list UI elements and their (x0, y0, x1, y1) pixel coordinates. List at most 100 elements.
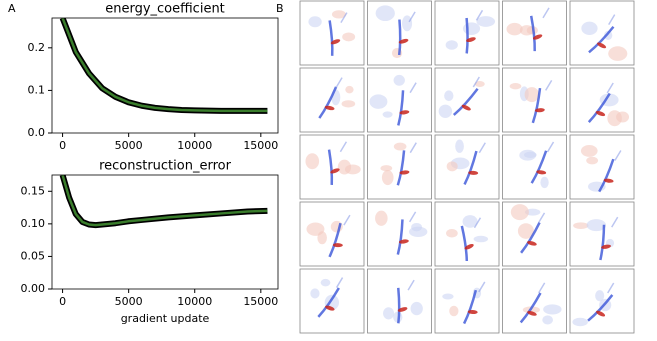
chart-title: energy_coefficient (105, 2, 225, 17)
faint-blob (382, 111, 393, 118)
faint-blob (446, 161, 458, 172)
stroke-red (467, 310, 478, 315)
faint-blob (320, 278, 331, 287)
faint-blob (473, 235, 489, 243)
x-axis-label: gradient update (121, 312, 210, 325)
stroke-faint (478, 281, 486, 293)
stroke-blue (465, 17, 469, 54)
y-tick-label: 0.10 (21, 217, 46, 230)
stroke-red (330, 168, 340, 174)
faint-blob (381, 170, 394, 186)
filter-grid (299, 0, 635, 334)
stroke-red (399, 170, 410, 175)
faint-blob (540, 176, 549, 189)
x-tick-label: 0 (59, 295, 66, 308)
faint-blob (308, 16, 322, 28)
faint-blob (581, 21, 598, 36)
stroke-red (466, 37, 476, 43)
x-tick-label: 10000 (177, 139, 212, 152)
stroke-red (461, 104, 471, 111)
stroke-red (399, 110, 410, 115)
stroke-blue (531, 87, 542, 124)
stroke-blue (530, 150, 548, 184)
faint-blob (345, 85, 354, 94)
faint-blob (517, 223, 534, 239)
faint-blob (586, 156, 599, 165)
faint-blob (306, 222, 325, 236)
stroke-blue (397, 90, 405, 126)
faint-blob (543, 304, 562, 315)
faint-blob (410, 301, 423, 316)
stroke-faint (335, 277, 344, 288)
x-tick-label: 0 (59, 139, 66, 152)
stroke-blue (397, 287, 401, 324)
stroke-faint (608, 14, 616, 26)
stroke-blue (460, 225, 469, 262)
faint-blob (330, 220, 343, 233)
stroke-red (397, 307, 408, 312)
stroke-red (332, 243, 343, 248)
stroke-faint (408, 11, 416, 23)
stroke-faint (606, 82, 614, 94)
stroke-faint (335, 77, 343, 88)
stroke-red (527, 310, 537, 316)
faint-blob (524, 208, 541, 216)
stroke-red (597, 42, 607, 49)
faint-blob (524, 87, 540, 103)
stroke-faint (546, 141, 555, 153)
faint-blob (369, 94, 388, 109)
faint-blob (604, 30, 613, 41)
faint-blob (337, 159, 352, 175)
panel-label: B (276, 2, 284, 15)
stroke-blue (598, 158, 615, 193)
x-tick-label: 10000 (177, 295, 212, 308)
stroke-faint (343, 214, 351, 226)
stroke-faint (408, 211, 417, 223)
faint-blob (462, 215, 478, 228)
faint-blob (375, 5, 395, 22)
faint-blob (449, 305, 459, 317)
faint-blob (445, 40, 458, 50)
stroke-blue (599, 224, 606, 261)
faint-blob (375, 210, 388, 226)
stroke-red (325, 305, 335, 311)
stroke-red (330, 39, 341, 45)
stroke-blue (396, 219, 404, 255)
stroke-red (601, 244, 611, 249)
plot-frame (51, 17, 279, 134)
faint-blob (411, 222, 423, 232)
faint-blob (580, 144, 598, 157)
stroke-faint (478, 142, 486, 154)
x-tick-label: 15000 (243, 295, 278, 308)
stroke-red (595, 111, 606, 117)
y-tick-label: 0.2 (28, 41, 46, 54)
faint-blob (506, 22, 523, 36)
stroke-blue (397, 19, 402, 56)
stroke-blue (519, 292, 542, 324)
faint-blob (393, 142, 407, 151)
faint-blob (586, 219, 607, 232)
stroke-red (603, 178, 614, 183)
faint-blob (595, 290, 605, 302)
faint-blob (310, 288, 320, 299)
faint-blob (474, 81, 485, 88)
faint-blob (509, 83, 522, 90)
faint-blob (446, 229, 458, 238)
stroke-faint (542, 7, 550, 19)
y-tick-label: 0.1 (28, 83, 46, 96)
faint-blob (342, 32, 356, 42)
plot-frame (51, 174, 279, 290)
stroke-blue (587, 294, 614, 322)
stroke-faint (407, 279, 415, 291)
faint-blob (607, 110, 622, 127)
stroke-blue (529, 15, 536, 52)
stroke-red (398, 38, 409, 44)
data-line (61, 175, 268, 227)
faint-blob (331, 10, 346, 19)
stroke-blue (318, 86, 338, 119)
faint-blob (572, 317, 588, 327)
faint-blob (455, 139, 464, 153)
stroke-faint (538, 282, 546, 294)
chart-title: reconstruction_error (99, 159, 232, 174)
